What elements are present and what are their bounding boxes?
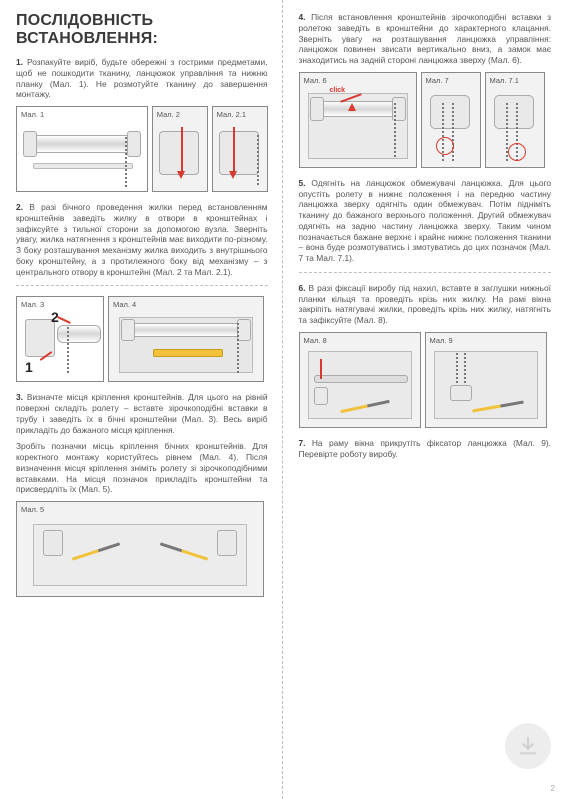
step-3-body: Визначте місця кріплення кронштейнів. Дл… <box>16 392 268 434</box>
step-1-text: 1. Розпакуйте виріб, будьте обережні з г… <box>16 57 268 100</box>
page-title: ПОСЛІДОВНІСТЬ ВСТАНОВЛЕННЯ: <box>16 12 268 47</box>
step-6-body: В разі фіксації виробу під нахил, вставт… <box>299 283 552 325</box>
step-4-num: 4. <box>299 12 306 22</box>
step-2-text: 2. В разі бічного проведення жилки перед… <box>16 202 268 277</box>
step-3-text: 3. Визначте місця кріплення кронштейнів.… <box>16 392 268 435</box>
right-column: 4. Після встановлення кронштейнів зірочк… <box>283 0 565 799</box>
figure-9-label: Мал. 9 <box>430 336 453 345</box>
step-4-text: 4. Після встановлення кронштейнів зірочк… <box>299 12 552 66</box>
figure-7-1-label: Мал. 7.1 <box>490 76 519 85</box>
figure-1-label: Мал. 1 <box>21 110 44 119</box>
download-arrow-icon <box>517 735 539 757</box>
step-7-body: На раму вікна прикрутіть фіксатор ланцюж… <box>299 438 552 459</box>
step-4-body: Після встановлення кронштейнів зірочкопо… <box>299 12 552 65</box>
step-5-text: 5. Одягніть на ланцюжок обмежувачі ланцю… <box>299 178 552 264</box>
figure-6: Мал. 6 click <box>299 72 417 168</box>
figure-4-label: Мал. 4 <box>113 300 136 309</box>
step-7-num: 7. <box>299 438 306 448</box>
step-3b-body: Зробіть позначки місць кріплення бічних … <box>16 441 268 494</box>
step-1-body: Розпакуйте виріб, будьте обережні з гост… <box>16 57 268 99</box>
figure-3: Мал. 3 1 2 <box>16 296 104 382</box>
step-6-text: 6. В разі фіксації виробу під нахил, вст… <box>299 283 552 326</box>
fig-row-3: Мал. 5 <box>16 501 268 597</box>
figure-2-label: Мал. 2 <box>157 110 180 119</box>
click-label: click <box>330 87 346 94</box>
fig-row-4: Мал. 6 click Мал. 7 Мал. 7.1 <box>299 72 552 168</box>
figure-1: Мал. 1 <box>16 106 148 192</box>
figure-3-label: Мал. 3 <box>21 300 44 309</box>
figure-5: Мал. 5 <box>16 501 264 597</box>
figure-7-1: Мал. 7.1 <box>485 72 545 168</box>
figure-2: Мал. 2 <box>152 106 208 192</box>
fig-row-5: Мал. 8 Мал. 9 <box>299 332 552 428</box>
figure-7: Мал. 7 <box>421 72 481 168</box>
left-column: ПОСЛІДОВНІСТЬ ВСТАНОВЛЕННЯ: 1. Розпакуйт… <box>0 0 283 799</box>
step-5-body: Одягніть на ланцюжок обмежувачі ланцюжка… <box>299 178 552 263</box>
step-3-num: 3. <box>16 392 23 402</box>
step-6-num: 6. <box>299 283 306 293</box>
step-7-text: 7. На раму вікна прикрутіть фіксатор лан… <box>299 438 552 460</box>
divider-left <box>16 285 268 286</box>
figure-8-label: Мал. 8 <box>304 336 327 345</box>
step-2-num: 2. <box>16 202 23 212</box>
figure-2-1: Мал. 2.1 <box>212 106 268 192</box>
figure-5-label: Мал. 5 <box>21 505 44 514</box>
callout-1: 1 <box>25 359 33 375</box>
watermark-icon <box>505 723 551 769</box>
fig-row-1: Мал. 1 Мал. 2 Мал. 2.1 <box>16 106 268 192</box>
step-3b-text: Зробіть позначки місць кріплення бічних … <box>16 441 268 495</box>
step-5-num: 5. <box>299 178 306 188</box>
divider-right <box>299 272 552 273</box>
figure-9: Мал. 9 <box>425 332 547 428</box>
figure-4: Мал. 4 <box>108 296 264 382</box>
figure-6-label: Мал. 6 <box>304 76 327 85</box>
step-2-body: В разі бічного проведення жилки перед вс… <box>16 202 268 277</box>
figure-7-label: Мал. 7 <box>426 76 449 85</box>
page: ПОСЛІДОВНІСТЬ ВСТАНОВЛЕННЯ: 1. Розпакуйт… <box>0 0 565 799</box>
fig-row-2: Мал. 3 1 2 Мал. 4 <box>16 296 268 382</box>
step-1-num: 1. <box>16 57 23 67</box>
page-number: 2 <box>551 784 555 793</box>
figure-8: Мал. 8 <box>299 332 421 428</box>
figure-2-1-label: Мал. 2.1 <box>217 110 246 119</box>
